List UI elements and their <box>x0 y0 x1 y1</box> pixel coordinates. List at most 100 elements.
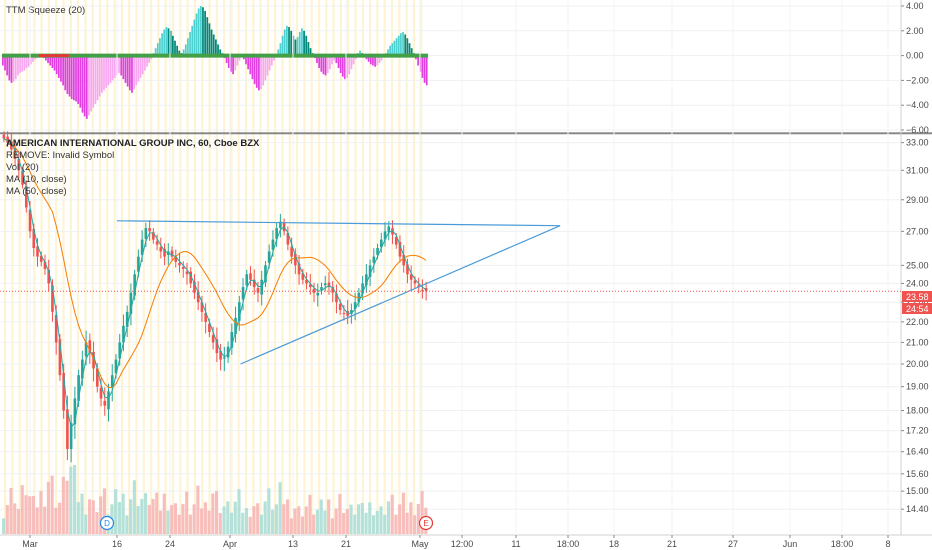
candle-body <box>256 288 260 293</box>
oscillator-grid <box>0 5 901 131</box>
candle-body <box>297 263 301 275</box>
oscillator-bar <box>410 48 413 56</box>
price-tick-label: 15.00 <box>906 486 929 496</box>
oscillator-bar <box>380 55 383 61</box>
ma10-line[interactable] <box>3 138 427 429</box>
legend-remove[interactable]: REMOVE: Invalid Symbol <box>6 150 114 161</box>
candle-body <box>159 247 163 252</box>
oscillator-bar <box>66 55 69 95</box>
main-price-scale[interactable]: 33.00 31.00 29.00 27.00 25.00 24.00 23.00 22.00… <box>901 138 929 515</box>
oscillator-bar <box>350 55 353 70</box>
volume-bar <box>65 480 69 534</box>
volume-bar <box>229 512 234 534</box>
event-badge-e[interactable] <box>418 515 434 531</box>
candle-body <box>28 209 32 232</box>
candle-body <box>308 284 312 288</box>
trendline[interactable] <box>240 225 561 365</box>
session-stripe <box>69 0 72 535</box>
volume-bar <box>2 518 6 534</box>
oscillator-bar <box>204 10 206 56</box>
volume-bar <box>39 490 43 534</box>
candle-body <box>178 262 181 266</box>
candle-body <box>103 400 107 406</box>
price-tick-label: 15.60 <box>906 469 929 479</box>
volume-bar <box>58 502 62 534</box>
candle-body <box>219 350 222 360</box>
candle-body <box>320 287 323 290</box>
volume-bar <box>222 506 226 534</box>
oscillator-bar <box>346 55 348 78</box>
volume-bar <box>207 510 211 534</box>
oscillator-bar <box>73 55 75 101</box>
candle-body <box>406 264 409 275</box>
price-grid <box>0 0 901 535</box>
candle-body <box>208 323 211 333</box>
oscillator-bar <box>335 55 338 64</box>
oscillator-bar <box>57 55 60 78</box>
volume-bar <box>28 496 32 534</box>
ma50-line[interactable] <box>3 138 427 388</box>
volume-bar <box>409 502 413 534</box>
candle-body <box>66 409 69 450</box>
session-stripe <box>215 0 218 535</box>
session-stripe <box>33 0 36 535</box>
oscillator-price-scale[interactable]: 4.00 2.00 0.00 −2.00 −4.00 −6.00 <box>901 1 929 135</box>
volume-bar <box>9 487 13 534</box>
candle-body <box>234 317 237 335</box>
oscillator-bar <box>391 43 394 56</box>
session-stripe <box>376 0 379 535</box>
volume-bar <box>241 512 245 534</box>
oscillator-bar <box>417 55 419 66</box>
oscillator-bar <box>279 43 282 56</box>
oscillator-bar <box>23 55 26 71</box>
legend-volume[interactable]: Vol (20) <box>6 162 39 173</box>
volume-bar <box>368 502 372 534</box>
volume-bar <box>166 510 170 534</box>
symbol-title[interactable]: AMERICAN INTERNATIONAL GROUP INC, 60, Cb… <box>6 138 260 149</box>
oscillator-bar <box>395 38 398 56</box>
oscillator-bar <box>88 55 90 116</box>
oscillator-title[interactable]: TTM Squeeze (20) <box>6 5 85 16</box>
oscillator-bar <box>126 55 129 87</box>
volume-bar <box>312 514 316 534</box>
session-stripe <box>208 0 211 535</box>
candle-body <box>365 274 368 286</box>
oscillator-bar <box>290 30 293 56</box>
oscillator-bar <box>423 55 426 83</box>
legend-ma50[interactable]: MA (50, close) <box>6 186 67 197</box>
price-tick-label: 33.00 <box>906 138 929 148</box>
oscillator-bar <box>55 55 58 75</box>
oscillator-bar <box>118 55 120 73</box>
time-scale[interactable]: Mar 16 24 Apr 13 21 May 12:00 11 18:00 18 21 27 Jun 18… <box>22 535 891 549</box>
session-stripe <box>274 0 277 535</box>
oscillator-bar <box>344 55 346 80</box>
session-stripe <box>77 0 80 535</box>
oscillator-tick-label: 0.00 <box>906 51 924 61</box>
volume-bar <box>95 512 99 534</box>
oscillator-bar <box>193 19 196 56</box>
trendline-drawings[interactable] <box>116 220 561 365</box>
volume-bar <box>274 504 278 534</box>
candle-body <box>114 359 118 373</box>
candle-body <box>170 250 174 257</box>
candle-body <box>394 237 398 245</box>
price-tick-label: 25.00 <box>906 260 929 270</box>
candle-body <box>144 228 148 239</box>
volume-bar <box>147 504 151 534</box>
oscillator-bar <box>262 55 265 86</box>
session-stripe <box>4 0 7 535</box>
volume-bar <box>24 495 28 534</box>
legend-ma10[interactable]: MA (10, close) <box>6 174 67 185</box>
oscillator-bar <box>316 55 318 64</box>
trendline[interactable] <box>116 220 561 227</box>
session-stripe <box>252 0 255 535</box>
volume-bar <box>173 503 178 534</box>
oscillator-bar <box>187 38 189 56</box>
candle-body <box>398 242 402 257</box>
candle-body <box>200 302 204 312</box>
event-badge-d[interactable] <box>99 515 115 531</box>
volume-bar <box>413 515 417 534</box>
oscillator-bar <box>83 55 86 117</box>
